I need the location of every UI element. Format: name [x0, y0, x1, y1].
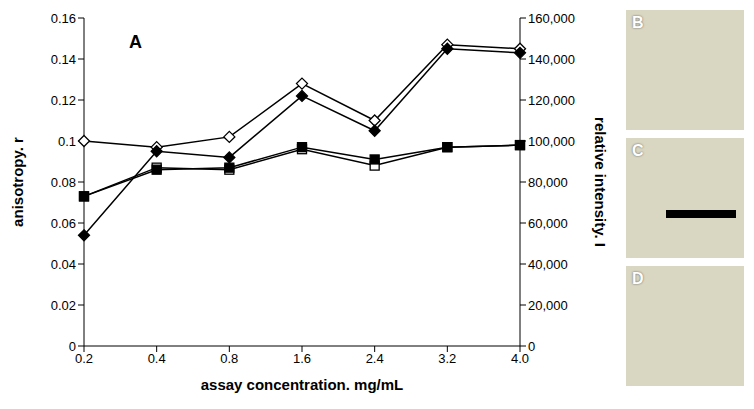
- svg-text:0.12: 0.12: [51, 93, 76, 108]
- html-text:C: C: [632, 142, 644, 159]
- svg-text:40,000: 40,000: [528, 257, 568, 272]
- svg-text:2.4: 2.4: [366, 351, 384, 366]
- svg-text:120,000: 120,000: [528, 93, 575, 108]
- svg-text:0.8: 0.8: [220, 351, 238, 366]
- svg-text:0.16: 0.16: [51, 11, 76, 26]
- svg-text:0.4: 0.4: [148, 351, 166, 366]
- svg-text:3.2: 3.2: [438, 351, 456, 366]
- svg-text:0.08: 0.08: [51, 175, 76, 190]
- svg-text:relative intensity. I: relative intensity. I: [592, 117, 609, 247]
- html-text:D: D: [632, 270, 644, 287]
- svg-text:assay concentration. mg/mL: assay concentration. mg/mL: [201, 376, 404, 393]
- svg-text:20,000: 20,000: [528, 298, 568, 313]
- svg-text:100,000: 100,000: [528, 134, 575, 149]
- svg-text:1.6: 1.6: [293, 351, 311, 366]
- svg-text:0.06: 0.06: [51, 216, 76, 231]
- svg-text:0.2: 0.2: [75, 351, 93, 366]
- svg-text:0.1: 0.1: [58, 134, 76, 149]
- svg-text:60,000: 60,000: [528, 216, 568, 231]
- svg-text:anisotropy. r: anisotropy. r: [9, 137, 26, 227]
- svg-text:80,000: 80,000: [528, 175, 568, 190]
- svg-text:0: 0: [69, 339, 76, 354]
- svg-text:0: 0: [528, 339, 535, 354]
- svg-text:4.0: 4.0: [511, 351, 529, 366]
- svg-text:0.04: 0.04: [51, 257, 76, 272]
- svg-text:0.02: 0.02: [51, 298, 76, 313]
- html-text:A: A: [129, 32, 142, 52]
- svg-text:0.14: 0.14: [51, 52, 76, 67]
- svg-text:160,000: 160,000: [528, 11, 575, 26]
- html-text:B: B: [632, 14, 644, 31]
- svg-text:140,000: 140,000: [528, 52, 575, 67]
